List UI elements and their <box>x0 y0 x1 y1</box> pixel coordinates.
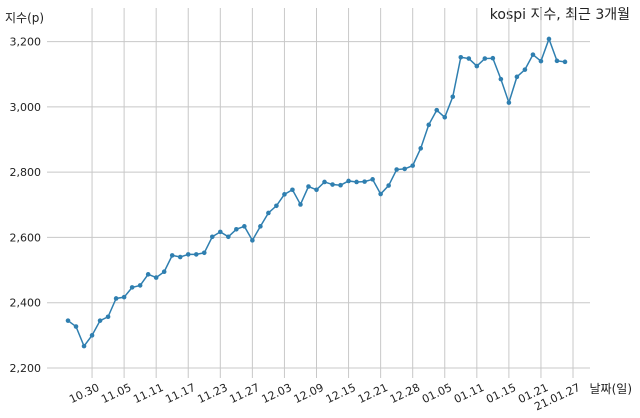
data-point <box>298 202 303 207</box>
x-axis-label: 날짜(일) <box>589 382 632 396</box>
data-point <box>330 182 335 187</box>
data-point <box>185 252 191 257</box>
data-point <box>137 283 143 288</box>
data-point <box>193 252 199 257</box>
x-tick-label: 11.17 <box>163 381 197 406</box>
data-point <box>258 224 263 229</box>
data-point <box>250 238 255 243</box>
data-point <box>538 58 544 64</box>
data-point <box>105 314 111 320</box>
data-point <box>450 94 456 100</box>
y-tick-label: 3,000 <box>10 101 42 114</box>
data-point <box>322 179 327 185</box>
data-point <box>530 52 536 57</box>
y-tick-label: 3,200 <box>10 36 42 49</box>
data-point <box>338 182 343 188</box>
data-point <box>65 318 71 323</box>
data-point <box>161 269 167 275</box>
data-point <box>522 67 528 72</box>
data-point <box>418 146 424 151</box>
data-point <box>97 318 103 323</box>
x-tick-label: 11.23 <box>196 381 230 406</box>
data-point <box>482 56 488 61</box>
data-point <box>514 74 520 80</box>
data-point <box>314 187 319 193</box>
x-tick-label: 11.05 <box>99 381 133 406</box>
x-tick-label: 01.11 <box>452 381 486 406</box>
data-point <box>282 192 287 197</box>
data-point <box>434 107 440 113</box>
data-point <box>274 203 279 209</box>
data-point <box>498 76 504 82</box>
data-point <box>169 253 175 258</box>
data-point <box>554 58 560 64</box>
data-point <box>113 296 119 301</box>
data-point <box>562 59 568 65</box>
data-point <box>442 115 448 120</box>
data-point <box>490 55 496 61</box>
data-point <box>201 250 207 256</box>
x-tick-label: 11.27 <box>228 381 262 406</box>
x-tick-label: 11.11 <box>131 381 165 406</box>
x-tick-label: 12.09 <box>292 381 326 406</box>
x-tick-label: 12.03 <box>260 381 294 406</box>
data-point <box>121 294 127 300</box>
data-point <box>458 54 464 60</box>
y-tick-label: 2,400 <box>10 297 42 310</box>
data-point <box>73 324 79 329</box>
data-point <box>129 285 135 290</box>
data-point <box>386 183 391 188</box>
data-point <box>474 63 480 69</box>
data-point <box>89 333 95 338</box>
data-point <box>402 166 407 172</box>
data-point <box>306 184 311 189</box>
data-point <box>209 234 215 240</box>
data-point <box>506 100 512 105</box>
data-point <box>346 178 351 184</box>
data-point <box>226 234 231 240</box>
data-point <box>290 187 295 193</box>
chart-title: kospi 지수, 최근 3개월 <box>489 7 630 23</box>
data-point <box>546 36 552 42</box>
data-point <box>370 177 375 182</box>
data-point <box>394 167 399 172</box>
data-point <box>153 275 159 280</box>
x-tick-label: 10.30 <box>67 381 101 406</box>
data-point <box>410 163 415 168</box>
x-tick-label: 12.15 <box>324 381 358 406</box>
data-point <box>81 343 87 349</box>
data-point <box>242 224 247 229</box>
data-point <box>354 179 359 185</box>
y-axis-label: 지수(p) <box>5 11 45 25</box>
x-tick-label: 12.28 <box>388 381 422 406</box>
data-point <box>378 191 383 197</box>
data-point <box>466 56 472 61</box>
data-point <box>426 122 432 128</box>
x-tick-label: 12.21 <box>356 381 390 406</box>
y-tick-label: 2,200 <box>10 362 42 375</box>
y-tick-label: 2,800 <box>10 166 42 179</box>
data-point <box>234 226 239 232</box>
data-point <box>218 229 223 235</box>
x-tick-label: 01.05 <box>420 381 454 406</box>
data-point <box>362 179 367 184</box>
data-point <box>177 254 183 260</box>
data-point <box>266 210 271 216</box>
x-tick-label: 01.15 <box>484 381 518 406</box>
y-tick-label: 2,600 <box>10 231 42 244</box>
data-point <box>145 272 151 277</box>
